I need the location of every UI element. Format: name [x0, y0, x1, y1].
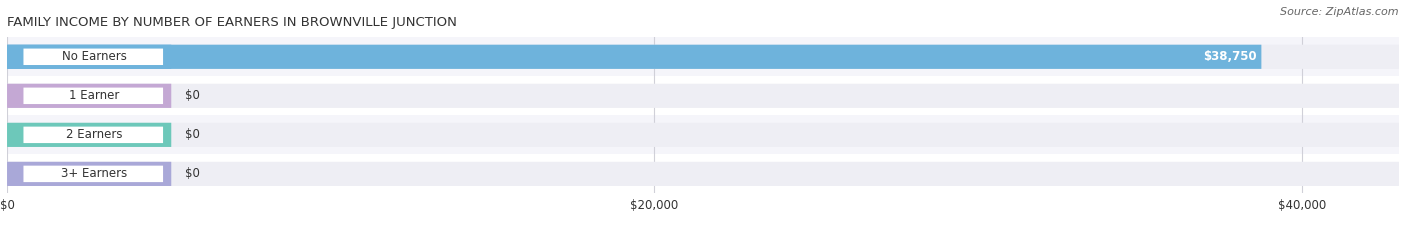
FancyBboxPatch shape	[7, 123, 172, 147]
FancyBboxPatch shape	[7, 84, 1399, 108]
FancyBboxPatch shape	[24, 88, 163, 104]
Bar	[7, 37, 1399, 76]
Bar	[7, 115, 1399, 154]
FancyBboxPatch shape	[24, 166, 163, 182]
Bar	[7, 154, 1399, 193]
FancyBboxPatch shape	[24, 48, 163, 65]
Text: 1 Earner: 1 Earner	[69, 89, 120, 102]
Bar	[7, 76, 1399, 115]
Text: Source: ZipAtlas.com: Source: ZipAtlas.com	[1281, 7, 1399, 17]
Text: $0: $0	[186, 167, 200, 180]
FancyBboxPatch shape	[7, 45, 172, 69]
FancyBboxPatch shape	[24, 127, 163, 143]
FancyBboxPatch shape	[7, 162, 1399, 186]
FancyBboxPatch shape	[7, 45, 1261, 69]
FancyBboxPatch shape	[7, 162, 172, 186]
Text: FAMILY INCOME BY NUMBER OF EARNERS IN BROWNVILLE JUNCTION: FAMILY INCOME BY NUMBER OF EARNERS IN BR…	[7, 16, 457, 29]
Text: $38,750: $38,750	[1204, 50, 1257, 63]
Text: No Earners: No Earners	[62, 50, 127, 63]
Text: 3+ Earners: 3+ Earners	[60, 167, 127, 180]
Text: $0: $0	[186, 89, 200, 102]
FancyBboxPatch shape	[7, 45, 1399, 69]
FancyBboxPatch shape	[7, 84, 172, 108]
FancyBboxPatch shape	[7, 123, 1399, 147]
Text: $0: $0	[186, 128, 200, 141]
Text: 2 Earners: 2 Earners	[66, 128, 122, 141]
